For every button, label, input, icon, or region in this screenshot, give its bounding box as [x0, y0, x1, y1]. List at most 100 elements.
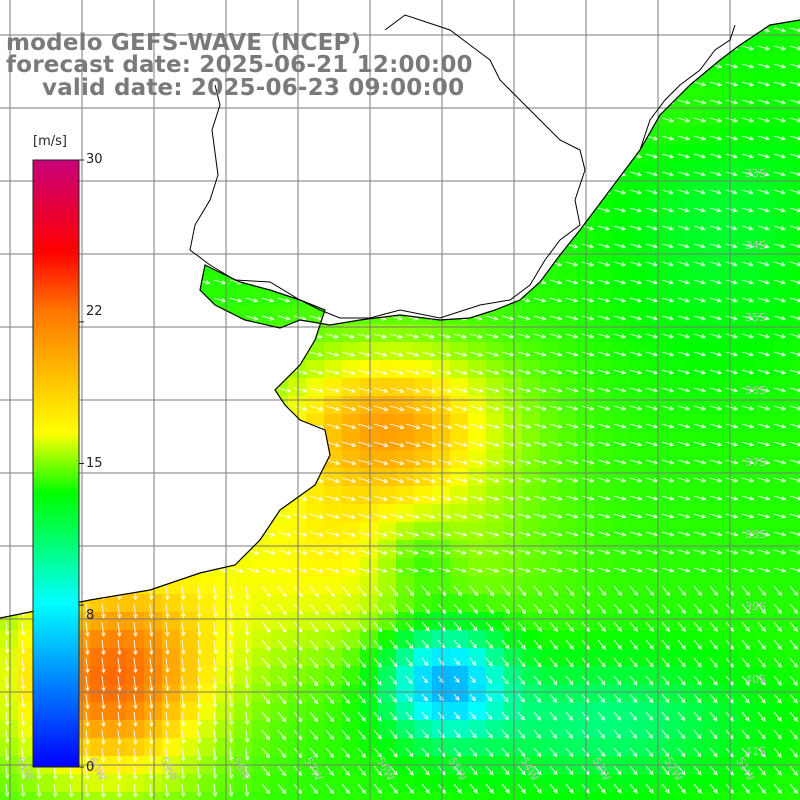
wind-speed-cell [360, 774, 378, 792]
wind-speed-cell [648, 54, 666, 72]
wind-arrow [389, 585, 399, 597]
wind-speed-cell [576, 558, 594, 576]
wind-speed-cell [468, 126, 486, 144]
wind-speed-cell [468, 738, 486, 756]
wind-speed-cell [720, 576, 738, 594]
wind-arrow [373, 531, 388, 537]
wind-speed-cell [162, 522, 180, 540]
wind-speed-cell [684, 162, 702, 180]
wind-arrow [565, 171, 579, 177]
wind-arrow [597, 279, 611, 285]
wind-speed-cell [630, 108, 648, 126]
wind-speed-cell [792, 90, 800, 108]
wind-speed-cell [144, 738, 162, 756]
wind-speed-cell [486, 198, 504, 216]
wind-arrow [437, 279, 451, 285]
wind-speed-cell [774, 396, 792, 414]
wind-arrow [517, 63, 531, 69]
wind-arrow [501, 171, 515, 177]
wind-speed-cell [540, 36, 558, 54]
wind-arrow [277, 225, 291, 231]
wind-arrow [149, 711, 154, 728]
wind-arrow [213, 297, 227, 303]
wind-speed-cell [288, 0, 306, 18]
wind-arrow [533, 567, 547, 573]
wind-arrow [454, 10, 465, 14]
wind-speed-cell [288, 468, 306, 486]
wind-arrow [389, 153, 403, 159]
wind-speed-cell [774, 144, 792, 162]
wind-speed-cell [450, 288, 468, 306]
wind-arrow [101, 729, 106, 746]
wind-arrow [21, 459, 35, 465]
wind-speed-cell [648, 558, 666, 576]
wind-arrow [197, 153, 211, 159]
wind-speed-cell [234, 630, 252, 648]
wind-speed-cell [360, 252, 378, 270]
wind-arrow [437, 423, 453, 430]
wind-arrow [757, 153, 770, 159]
wind-arrow [549, 81, 563, 87]
wind-arrow [709, 477, 723, 483]
wind-arrow [453, 585, 463, 597]
wind-arrow [325, 369, 340, 375]
wind-arrow [613, 99, 627, 105]
wind-arrow [373, 207, 387, 213]
wind-arrow [549, 495, 563, 501]
wind-arrow [373, 117, 387, 123]
wind-arrow [645, 693, 654, 704]
wind-speed-cell [576, 288, 594, 306]
wind-speed-cell [144, 414, 162, 432]
wind-arrow [5, 207, 19, 213]
wind-arrow [597, 117, 611, 123]
wind-arrow [533, 81, 547, 87]
wind-arrow [165, 513, 179, 519]
wind-speed-cell [36, 0, 54, 18]
wind-speed-cell [288, 162, 306, 180]
wind-speed-cell [234, 684, 252, 702]
wind-arrow [597, 207, 611, 213]
wind-arrow [437, 711, 444, 720]
wind-arrow [21, 567, 35, 573]
wind-arrow [389, 567, 403, 573]
wind-speed-cell [144, 306, 162, 324]
wind-arrow [629, 477, 643, 483]
wind-speed-cell [414, 612, 432, 630]
wind-arrow [469, 117, 483, 123]
wind-arrow [309, 675, 319, 687]
wind-arrow [325, 531, 340, 538]
wind-speed-cell [90, 576, 108, 594]
wind-arrow [117, 639, 122, 656]
wind-speed-cell [0, 792, 18, 800]
wind-arrow [5, 315, 19, 321]
wind-arrow [85, 711, 90, 728]
wind-arrow [5, 153, 19, 159]
wind-speed-cell [360, 108, 378, 126]
wind-arrow [613, 621, 622, 632]
wind-arrow [661, 441, 675, 447]
wind-arrow [597, 459, 611, 465]
wind-speed-cell [774, 0, 792, 18]
wind-arrow [582, 10, 593, 14]
wind-speed-cell [792, 234, 800, 252]
wind-speed-cell [720, 558, 738, 576]
wind-speed-cell [378, 20, 396, 36]
wind-speed-cell [666, 72, 684, 90]
wind-speed-cell [162, 306, 180, 324]
wind-speed-cell [576, 414, 594, 432]
wind-arrow [180, 585, 186, 601]
wind-speed-cell [612, 504, 630, 522]
wind-speed-cell [504, 144, 522, 162]
wind-speed-cell [252, 666, 270, 684]
wind-arrow [196, 747, 202, 762]
wind-speed-cell [594, 126, 612, 144]
wind-speed-cell [522, 540, 540, 558]
wind-arrow [549, 423, 563, 429]
wind-speed-cell [36, 792, 54, 800]
wind-speed-cell [594, 792, 612, 800]
wind-speed-cell [288, 648, 306, 666]
wind-arrow [693, 333, 706, 339]
wind-speed-cell [504, 270, 522, 288]
wind-speed-cell [756, 288, 774, 306]
wind-speed-cell [540, 774, 558, 792]
